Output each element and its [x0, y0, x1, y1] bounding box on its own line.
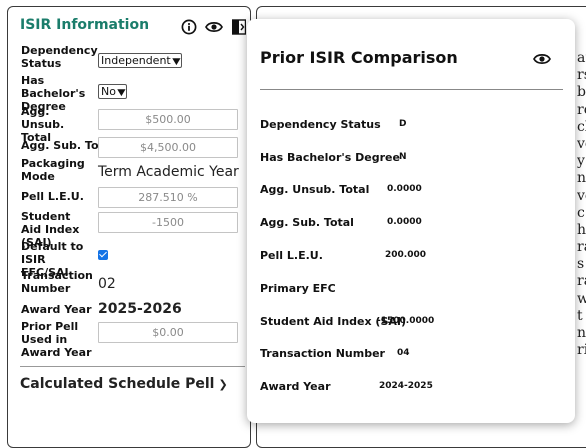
isir-panel-title: ISIR Information	[20, 17, 150, 33]
sai-input[interactable]	[98, 212, 238, 233]
section-divider	[20, 366, 245, 367]
background-text-line: t	[577, 307, 583, 324]
prior-row-label: Agg. Unsub. Total	[260, 183, 370, 196]
default-isir-label: Default to ISIR EFC/SAI	[21, 240, 84, 279]
info-circle-icon[interactable]	[180, 18, 198, 36]
dependency-status-value: Independent	[101, 54, 171, 67]
background-text-line: ra	[577, 273, 586, 290]
background-text-line: hi	[577, 221, 586, 238]
popup-divider	[260, 89, 563, 90]
default-isir-checkbox[interactable]	[98, 250, 108, 260]
prior-row-label: Transaction Number	[260, 347, 385, 360]
chevron-down-icon: ❯	[218, 378, 228, 391]
prior-row-label: Pell L.E.U.	[260, 249, 323, 262]
agg-sub-total-label: Agg. Sub. Total	[21, 139, 115, 152]
background-text-line: y	[577, 153, 585, 170]
background-text-line: rs	[577, 67, 586, 84]
prior-row-value: N	[399, 152, 407, 162]
prior-row-value: 0.0000	[387, 217, 422, 227]
agg-unsub-total-input[interactable]	[98, 109, 238, 130]
background-text-line: w	[577, 290, 586, 307]
eye-icon[interactable]	[531, 48, 553, 70]
popup-title: Prior ISIR Comparison	[260, 48, 458, 67]
prior-row-value: -1500.0000	[377, 316, 435, 326]
agg-sub-total-input[interactable]	[98, 137, 238, 158]
prior-pell-used-input[interactable]	[98, 322, 238, 343]
background-text-line: nt	[577, 325, 586, 341]
dependency-status-select[interactable]: Independent▼	[98, 53, 182, 68]
background-text-line: ar	[577, 50, 586, 66]
background-text-line: re	[577, 101, 586, 118]
background-text-line: ba	[577, 84, 586, 101]
transaction-number-value: 02	[98, 276, 116, 292]
compare-sidebar-icon[interactable]	[230, 18, 248, 36]
has-bachelors-value: No	[101, 85, 116, 98]
prior-row-value: D	[399, 119, 407, 129]
background-text-column: arrsbareclveynvechirasrawtntri	[577, 50, 586, 359]
pell-leu-input[interactable]	[98, 187, 238, 208]
background-text-line: c	[577, 204, 585, 221]
prior-row-label: Student Aid Index (SAI)	[260, 315, 407, 328]
isir-information-panel: ISIR Information Dependency Status Indep…	[7, 6, 251, 448]
prior-row-label: Award Year	[260, 380, 331, 393]
packaging-mode-value: Term Academic Year	[98, 164, 239, 180]
prior-isir-comparison-popup: Prior ISIR Comparison Dependency Status …	[247, 19, 575, 423]
prior-row-label: Has Bachelor's Degree	[260, 151, 400, 164]
agg-unsub-total-label: Agg. Unsub. Total	[21, 105, 65, 144]
prior-row-value: 2024-2025	[379, 381, 433, 391]
isir-panel-header: ISIR Information	[20, 17, 250, 39]
background-text-line: ve	[577, 135, 586, 152]
has-bachelors-select[interactable]: No▼	[98, 84, 127, 99]
award-year-value: 2025-2026	[98, 301, 182, 317]
sai-label: Student Aid Index (SAI)	[21, 210, 80, 249]
pell-leu-label: Pell L.E.U.	[21, 190, 84, 203]
background-text-line: n	[577, 170, 586, 187]
prior-row-label: Dependency Status	[260, 118, 381, 131]
prior-row-value: 0.0000	[387, 184, 422, 194]
calculated-schedule-pell-label: Calculated Schedule Pell	[20, 376, 215, 392]
prior-pell-used-label: Prior Pell Used in Award Year	[21, 320, 92, 359]
prior-row-label: Agg. Sub. Total	[260, 216, 354, 229]
has-bachelors-label: Has Bachelor's Degree	[21, 74, 86, 113]
background-text-line: s	[577, 256, 585, 273]
background-text-line: ri	[577, 342, 586, 359]
background-text-line: ra	[577, 239, 586, 256]
award-year-label: Award Year	[21, 303, 92, 316]
dependency-status-label: Dependency Status	[21, 44, 98, 70]
background-text-line: ve	[577, 187, 586, 204]
chevron-down-icon: ▼	[172, 57, 181, 67]
eye-icon[interactable]	[205, 18, 223, 36]
calculated-schedule-pell-toggle[interactable]: Calculated Schedule Pell ❯	[20, 376, 228, 392]
prior-row-label: Primary EFC	[260, 282, 336, 295]
prior-row-value: 200.000	[385, 250, 426, 260]
packaging-mode-label: Packaging Mode	[21, 157, 85, 183]
prior-row-value: 04	[397, 348, 410, 358]
background-text-line: cl	[577, 118, 586, 135]
transaction-number-label: Transaction Number	[21, 269, 93, 295]
chevron-down-icon: ▼	[117, 88, 126, 98]
